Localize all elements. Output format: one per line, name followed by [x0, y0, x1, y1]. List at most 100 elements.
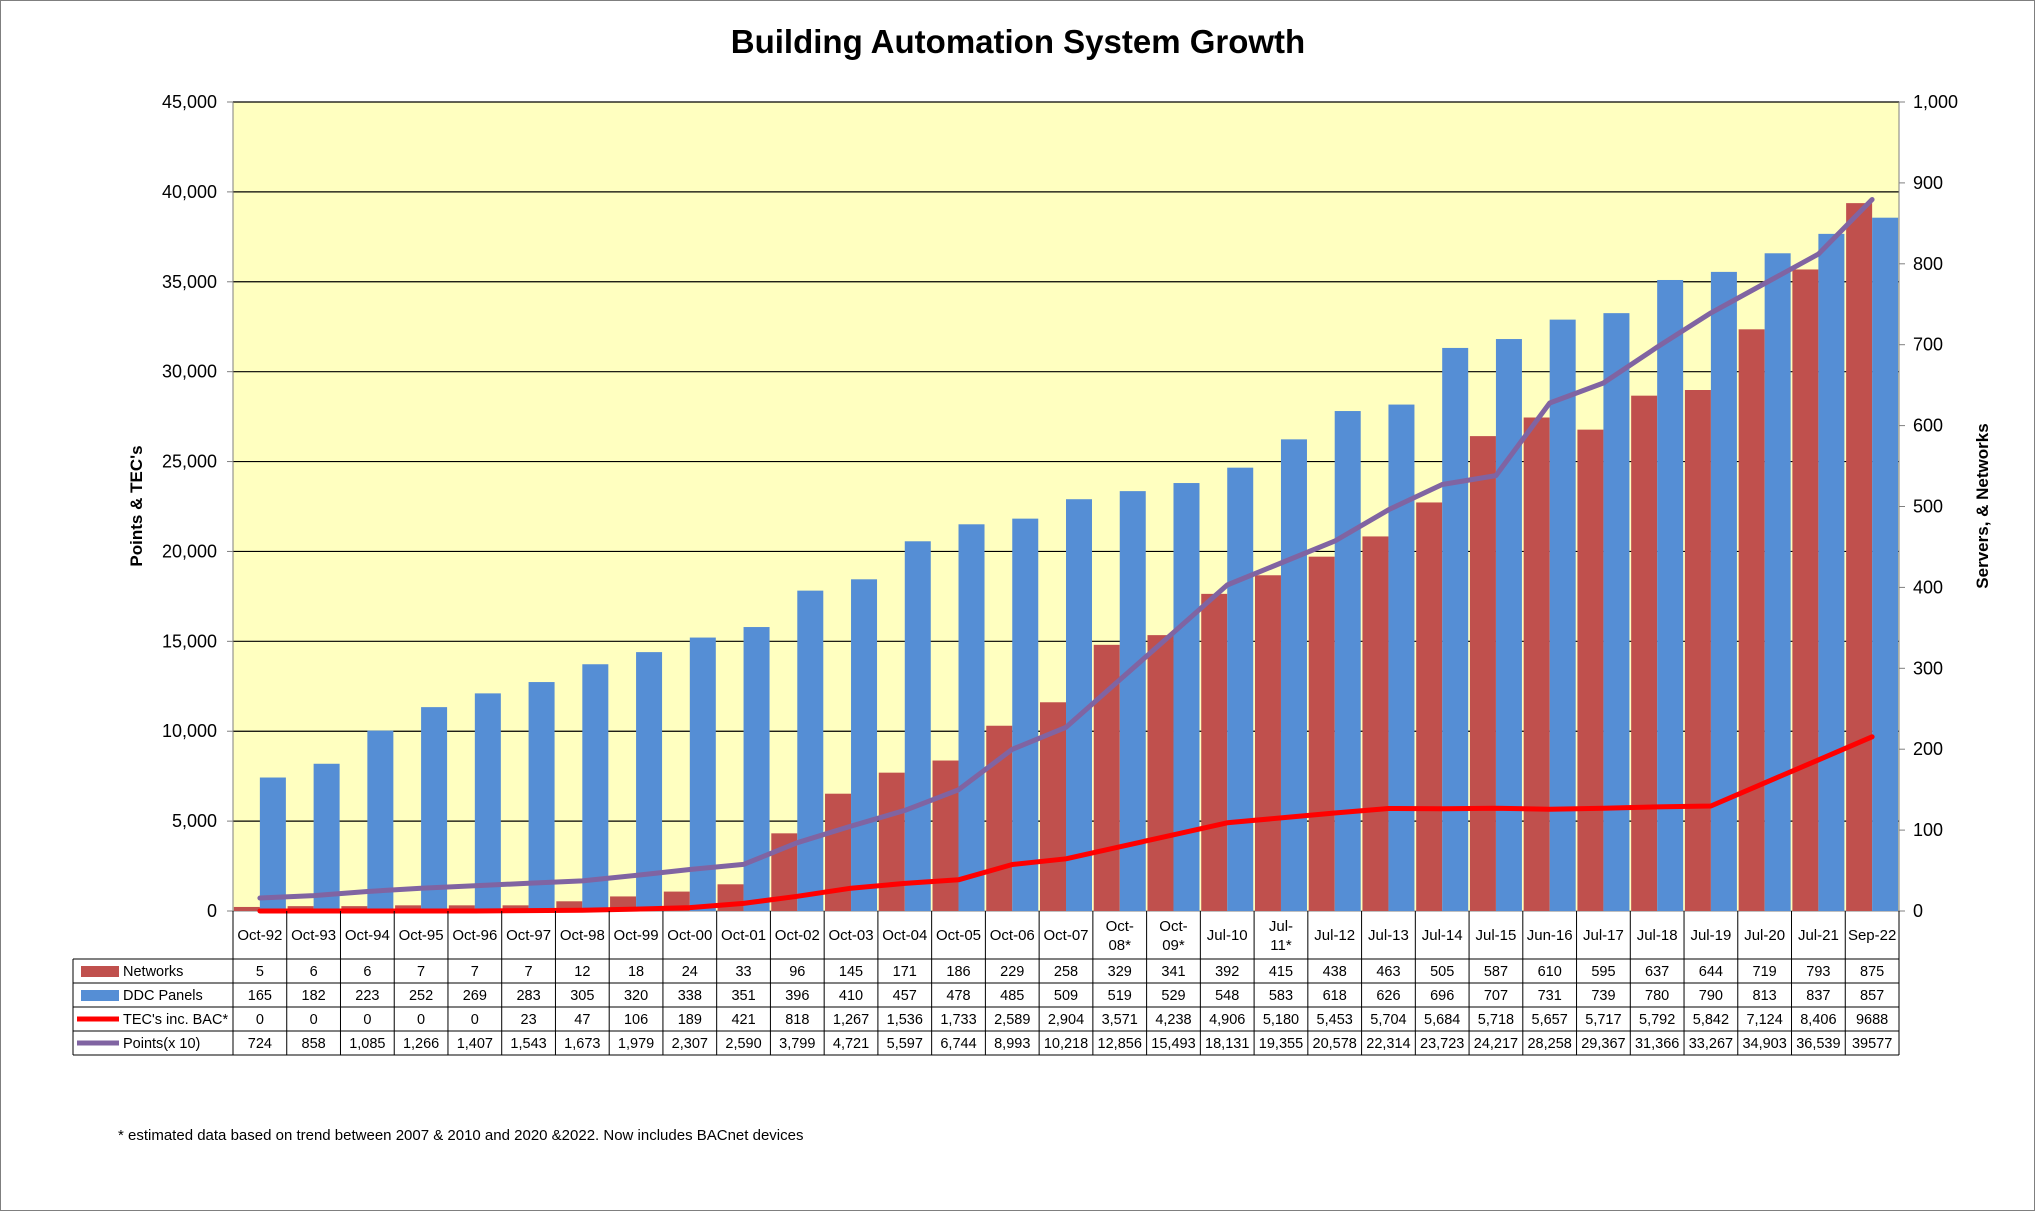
right-tick-label: 0: [1913, 901, 1923, 921]
table-cell: 4,238: [1155, 1012, 1191, 1028]
right-tick-label: 300: [1913, 658, 1943, 678]
bar-networks-26: [1631, 395, 1658, 911]
left-tick-label: 40,000: [162, 182, 217, 202]
left-tick-label: 10,000: [162, 721, 217, 741]
bar-ddc-panels-5: [528, 682, 555, 911]
table-cell: 39577: [1852, 1036, 1892, 1052]
category-label: Oct-: [1106, 918, 1134, 935]
table-cell: 1,267: [833, 1012, 869, 1028]
table-cell: 857: [1860, 988, 1884, 1004]
bar-ddc-panels-7: [636, 652, 663, 911]
bar-ddc-panels-21: [1388, 404, 1415, 911]
y-axis-title: Points & TEC's: [127, 445, 146, 566]
table-cell: 34,903: [1742, 1036, 1786, 1052]
table-cell: 20,578: [1313, 1036, 1357, 1052]
left-tick-label: 5,000: [172, 811, 217, 831]
category-label: Jul-21: [1798, 927, 1839, 944]
line-points-x-10-: [257, 197, 1875, 901]
legend-label: TEC's inc. BAC*: [123, 1012, 228, 1028]
table-cell: 1,673: [564, 1036, 600, 1052]
table-cell: 15,493: [1151, 1036, 1195, 1052]
bar-ddc-panels-25: [1603, 313, 1630, 911]
table-cell: 7: [417, 964, 425, 980]
table-cell: 519: [1108, 988, 1132, 1004]
table-cell: 7,124: [1746, 1012, 1782, 1028]
bar-networks-3: [395, 905, 422, 911]
table-cell: 587: [1484, 964, 1508, 980]
bar-ddc-panels-17: [1173, 483, 1200, 911]
bar-networks-18: [1201, 593, 1228, 911]
table-cell: 2,590: [725, 1036, 761, 1052]
table-cell: 5: [256, 964, 264, 980]
bar-networks-17: [1147, 635, 1174, 911]
table-cell: 24,217: [1474, 1036, 1518, 1052]
legend-label: DDC Panels: [123, 988, 203, 1004]
table-cell: 2,589: [994, 1012, 1030, 1028]
table-cell: 18: [628, 964, 644, 980]
table-cell: 5,597: [887, 1036, 923, 1052]
category-label: Jul-19: [1690, 927, 1731, 944]
table-cell: 10,218: [1044, 1036, 1088, 1052]
table-cell: 29,367: [1581, 1036, 1625, 1052]
table-cell: 22,314: [1366, 1036, 1410, 1052]
table-cell: 189: [678, 1012, 702, 1028]
bar-ddc-panels-30: [1872, 217, 1899, 911]
category-label: Oct-00: [667, 927, 712, 944]
left-tick-label: 15,000: [162, 631, 217, 651]
table-cell: 0: [471, 1012, 479, 1028]
table-cell: 1,407: [457, 1036, 493, 1052]
legend-key: [81, 966, 119, 977]
table-cell: 421: [731, 1012, 755, 1028]
table-cell: 790: [1699, 988, 1723, 1004]
table-cell: 171: [893, 964, 917, 980]
category-label: Jul-14: [1422, 927, 1463, 944]
table-cell: 320: [624, 988, 648, 1004]
table-cell: 252: [409, 988, 433, 1004]
table-cell: 23,723: [1420, 1036, 1464, 1052]
table-cell: 610: [1538, 964, 1562, 980]
category-label: Oct-94: [345, 927, 390, 944]
footnote: * estimated data based on trend between …: [118, 1127, 803, 1144]
category-label: Oct-: [1159, 918, 1187, 935]
table-cell: 837: [1806, 988, 1830, 1004]
table-cell: 7: [525, 964, 533, 980]
table-cell: 31,366: [1635, 1036, 1679, 1052]
category-label: Oct-03: [829, 927, 874, 944]
table-cell: 6: [310, 964, 318, 980]
table-cell: 8,993: [994, 1036, 1030, 1052]
right-tick-label: 900: [1913, 173, 1943, 193]
table-cell: 529: [1161, 988, 1185, 1004]
table-cell: 505: [1430, 964, 1454, 980]
bar-ddc-panels-19: [1280, 439, 1307, 911]
table-cell: 258: [1054, 964, 1078, 980]
table-cell: 5,453: [1317, 1012, 1353, 1028]
table-cell: 6,744: [940, 1036, 976, 1052]
right-tick-label: 200: [1913, 739, 1943, 759]
bar-networks-21: [1362, 536, 1389, 911]
legend-label: Points(x 10): [123, 1036, 200, 1052]
category-label: Jul-13: [1368, 927, 1409, 944]
table-cell: 18,131: [1205, 1036, 1249, 1052]
bar-ddc-panels-10: [797, 590, 824, 911]
table-cell: 1,085: [349, 1036, 385, 1052]
table-cell: 0: [417, 1012, 425, 1028]
left-tick-label: 25,000: [162, 452, 217, 472]
bar-networks-19: [1254, 575, 1281, 911]
bar-ddc-panels-2: [367, 730, 394, 911]
bar-ddc-panels-12: [904, 541, 931, 911]
bar-ddc-panels-23: [1495, 339, 1522, 911]
y2-axis-title: Servers, & Networks: [1973, 423, 1992, 588]
category-label: Jul-10: [1207, 927, 1248, 944]
bar-ddc-panels-11: [851, 579, 878, 911]
table-cell: 5,718: [1478, 1012, 1514, 1028]
table-cell: 5,704: [1370, 1012, 1406, 1028]
bar-ddc-panels-0: [259, 777, 286, 911]
table-cell: 875: [1860, 964, 1884, 980]
table-cell: 24: [682, 964, 698, 980]
right-tick-label: 100: [1913, 820, 1943, 840]
right-tick-label: 500: [1913, 497, 1943, 517]
table-cell: 637: [1645, 964, 1669, 980]
table-cell: 5,792: [1639, 1012, 1675, 1028]
table-cell: 351: [731, 988, 755, 1004]
